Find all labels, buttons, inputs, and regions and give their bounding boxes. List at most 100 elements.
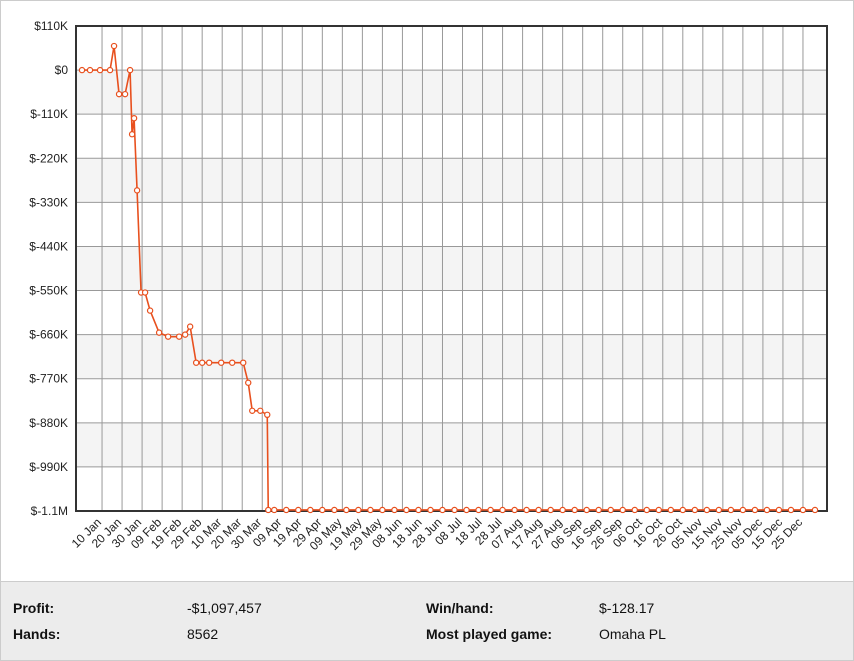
point (811, 506, 819, 514)
point (451, 506, 458, 514)
chart: $110K $0 $-110K $-220K $-330K $-440K $-550K $-6… (29, 19, 828, 553)
stat-label: Profit: (13, 600, 55, 616)
y-tick-label: $-880K (29, 416, 68, 430)
point (192, 359, 200, 366)
point (205, 359, 213, 366)
band (76, 246, 827, 291)
point (271, 506, 278, 514)
point (775, 506, 783, 514)
point (727, 506, 735, 514)
stat-label: Most played game: (426, 626, 553, 642)
point (703, 506, 711, 514)
point (186, 323, 194, 330)
point (283, 506, 290, 514)
point (511, 506, 518, 514)
point (571, 506, 578, 514)
point (739, 506, 747, 514)
point (355, 506, 362, 514)
point (164, 333, 172, 340)
point (106, 66, 114, 74)
stat-label: Hands: (13, 626, 61, 642)
point (240, 359, 247, 366)
point (559, 506, 566, 514)
point (110, 42, 118, 50)
point (523, 506, 530, 514)
stat-value: $-128.17 (599, 600, 655, 616)
point (715, 506, 723, 514)
y-tick-label: $-110K (30, 107, 68, 121)
point (607, 506, 614, 514)
point (691, 506, 699, 514)
point (751, 506, 759, 514)
point (787, 506, 795, 514)
band (76, 158, 827, 203)
point (96, 66, 104, 74)
point (655, 506, 662, 514)
band (76, 334, 827, 379)
y-tick-label: $-660K (29, 328, 68, 342)
stats-panel: Profit: -$1,097,457 Hands: 8562 Win/hand: $-1… (1, 581, 853, 660)
y-tick-label: $110K (34, 19, 68, 33)
point (799, 506, 807, 514)
point (141, 289, 149, 296)
point (415, 506, 422, 514)
point (487, 506, 494, 514)
point (667, 506, 674, 514)
point (475, 506, 482, 514)
point (631, 506, 638, 514)
band (76, 422, 827, 467)
point (257, 407, 264, 414)
stat-label: Win/hand: (426, 600, 494, 616)
point (78, 66, 86, 74)
point (265, 506, 272, 514)
point (439, 506, 446, 514)
point (547, 506, 554, 514)
point (146, 307, 154, 314)
point (535, 506, 542, 514)
point (763, 506, 771, 514)
y-tick-label: $-220K (29, 151, 68, 165)
point (499, 506, 506, 514)
profit-line (82, 45, 815, 511)
point (249, 407, 256, 414)
band (76, 70, 827, 115)
point (643, 506, 650, 514)
stat-value: -$1,097,457 (187, 600, 262, 616)
point (130, 114, 138, 122)
point (331, 506, 338, 514)
stat-value: 8562 (187, 626, 219, 642)
stat-value: Omaha PL (599, 626, 666, 642)
point (463, 506, 470, 514)
point (403, 506, 410, 514)
point (427, 506, 434, 514)
point (198, 359, 206, 366)
point (595, 506, 602, 514)
point (126, 66, 134, 74)
point (217, 359, 225, 366)
point (391, 506, 398, 514)
y-tick-label: $0 (55, 63, 69, 77)
point (319, 506, 326, 514)
y-tick-label: $-770K (29, 372, 68, 386)
point (307, 506, 314, 514)
point (583, 506, 590, 514)
point (264, 411, 271, 419)
point (155, 329, 163, 336)
point (181, 331, 189, 338)
point (121, 90, 129, 98)
y-tick-label: $-1.1M (31, 504, 68, 518)
point (128, 131, 136, 138)
point (343, 506, 350, 514)
y-tick-label: $-550K (29, 284, 68, 298)
point (175, 333, 183, 340)
point (86, 66, 94, 74)
point (295, 506, 302, 514)
point (367, 506, 374, 514)
point (115, 90, 123, 98)
point (229, 359, 236, 366)
point (679, 506, 687, 514)
point (245, 379, 252, 386)
y-tick-label: $-440K (29, 239, 68, 253)
point (133, 187, 141, 194)
